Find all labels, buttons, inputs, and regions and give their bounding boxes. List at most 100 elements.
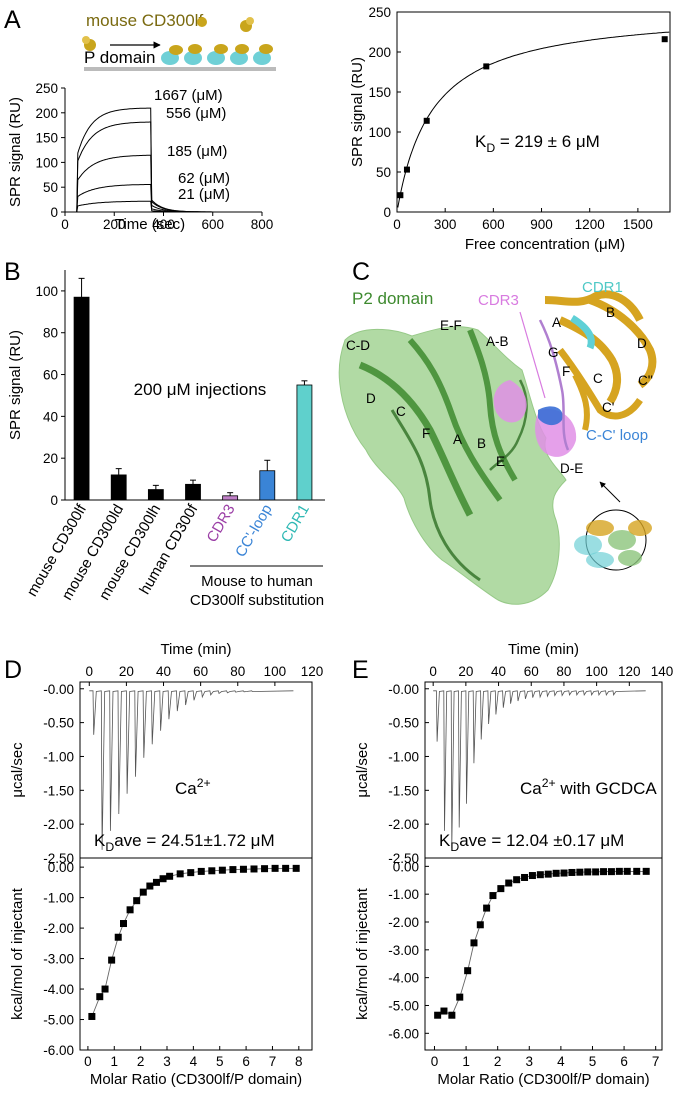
itc-raw-trace (433, 690, 646, 848)
cd300lf-ribbon-2 (558, 316, 621, 405)
sensorgram-ylabel: SPR signal (RU) (7, 97, 24, 207)
itc-point (544, 870, 552, 878)
sensorgram-xtick-label: 600 (201, 217, 224, 232)
itc-bottom-ytick-label: -3.00 (388, 943, 419, 958)
itc-bottom-ylabel: kcal/mol of injectant (9, 887, 26, 1020)
itc-point (197, 867, 205, 875)
itc-condition-label: Ca2+ with GCDCA (520, 776, 657, 798)
itc-top-ytick-label: -2.50 (388, 851, 419, 866)
strand-d: D (366, 391, 376, 406)
bar (147, 489, 164, 501)
bar-ytick-label: 100 (35, 284, 58, 299)
p2-ribbon-2 (407, 337, 503, 502)
itc-bottom-ytick-label: -1.00 (388, 887, 419, 902)
itc-kd-label: KDave = 24.51±1.72 μM (94, 831, 275, 854)
sensorgram-ytick-label: 150 (35, 131, 58, 146)
itc-point (633, 867, 641, 875)
itc-point (568, 868, 576, 876)
binding-isotherm-chart: 0 50 100 150 200 250 0 300 600 900 1200 1500 SPR sig… (349, 5, 671, 253)
bar-ytick-label: 60 (43, 368, 58, 383)
itc-point (114, 933, 122, 941)
cc-loop-patch (538, 406, 563, 426)
itc-point (521, 873, 529, 881)
sensorgram-curve-label: 556 (μM) (166, 105, 226, 122)
itc-point (434, 1011, 442, 1019)
isotherm-fit-curve (397, 31, 670, 208)
itc-ratio-tick-label: 2 (137, 1054, 145, 1069)
itc-point (187, 869, 195, 877)
cd-strand-a: A (552, 315, 561, 330)
itc-time-tick-label: 60 (193, 664, 208, 679)
itc-top-ylabel: μcal/sec (9, 742, 26, 798)
sensorgram-xtick-label: 0 (61, 217, 69, 232)
bar-category-label: CC'-loop (232, 502, 276, 561)
isotherm-kd-annotation: KD = 219 ± 6 μM (475, 132, 600, 155)
cd300lf-loops (538, 319, 570, 451)
cd-strand-b: B (606, 305, 615, 320)
itc-point (505, 879, 513, 887)
cd-strand-c2: C'' (638, 373, 653, 388)
itc-point (176, 870, 184, 878)
itc-ratio-tick-label: 3 (163, 1054, 171, 1069)
p2-ribbon-4 (390, 409, 481, 582)
itc-time-tick-label: 20 (458, 664, 473, 679)
sensorgram-curve (65, 107, 262, 213)
strand-e: E (496, 454, 505, 469)
itc-ratio-tick-label: 1 (111, 1054, 119, 1069)
isotherm-ytick-label: 100 (368, 125, 391, 140)
sensorgram-ytick-label: 250 (35, 81, 58, 96)
isotherm-xtick-label: 600 (482, 217, 505, 232)
isotherm-xlabel: Free concentration (μM) (465, 236, 625, 253)
cd-strand-c: C (593, 371, 603, 386)
itc-point (101, 985, 109, 993)
isotherm-ytick-label: 50 (376, 165, 391, 180)
strand-a: A (453, 432, 462, 447)
itc-top-ytick-label: -0.00 (388, 682, 419, 697)
itc-top-ytick-label: -1.00 (43, 749, 74, 764)
bar (259, 470, 276, 501)
itc-ratio-tick-label: 7 (652, 1054, 660, 1069)
label-cc-loop: C-C' loop (586, 427, 648, 444)
sensorgram-curve-label: 21 (μM) (178, 186, 230, 203)
strand-cd: C-D (346, 338, 370, 353)
bar-ytick-label: 20 (43, 451, 58, 466)
itc-point (513, 876, 521, 884)
itc-point (88, 1012, 96, 1020)
cd-strand-g: G (548, 345, 559, 360)
isotherm-xtick-label: 900 (530, 217, 553, 232)
overview-inset (574, 509, 652, 571)
itc-point (261, 865, 269, 873)
itc-point (560, 869, 568, 877)
cd-strand-f: F (562, 364, 570, 379)
sensorgram-chart: SPR signal (RU) Time (sec) 0 50 100 150 200 2… (7, 81, 273, 233)
itc-time-tick-label: 40 (491, 664, 506, 679)
cd-strand-d: D (637, 336, 647, 351)
isotherm-xtick-label: 1500 (623, 217, 653, 232)
cd300lf-cdr1-ribbon (570, 315, 595, 350)
itc-point (607, 868, 615, 876)
itc-time-label: Time (min) (508, 641, 579, 658)
itc-ratio-tick-label: 7 (269, 1054, 277, 1069)
itc-bottom-ytick-label: 0.00 (48, 860, 74, 875)
strand-f: F (422, 426, 430, 441)
itc-point (166, 872, 174, 880)
free-cd300lf-molecules (82, 17, 254, 51)
itc-time-tick-label: 60 (524, 664, 539, 679)
itc-point (292, 864, 300, 872)
itc-bottom-ytick-label: -1.00 (43, 891, 74, 906)
itc-point (271, 864, 279, 872)
itc-point (497, 885, 505, 893)
sensorgram-xlabel: Time (sec) (115, 216, 185, 233)
itc-ratio-tick-label: 1 (462, 1054, 470, 1069)
itc-point (489, 892, 497, 900)
itc-ratio-tick-label: 8 (295, 1054, 303, 1069)
label-p2-domain: P2 domain (352, 289, 433, 308)
sensorgram-xtick-label: 200 (103, 217, 126, 232)
inset-pointer (599, 481, 621, 503)
itc-point (208, 867, 216, 875)
sensorgram-xtick-label: 800 (251, 217, 274, 232)
itc-point (108, 956, 116, 964)
sensorgram-curve-label: 185 (μM) (167, 143, 227, 160)
